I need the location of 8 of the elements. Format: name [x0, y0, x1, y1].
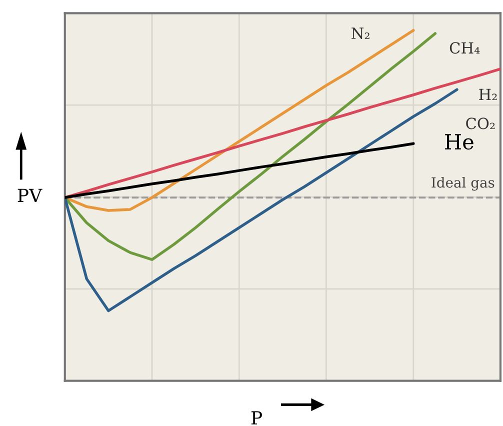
series-label: N₂ [352, 28, 370, 39]
series-label: He [445, 134, 474, 150]
series-label: H₂ [479, 88, 497, 100]
series-label: CH₄ [450, 42, 480, 54]
x-axis-title: P [251, 411, 262, 424]
y-axis-title: PV [18, 188, 42, 202]
series-label: CO₂ [466, 118, 495, 130]
ref-line-label: Ideal gas [432, 176, 494, 191]
